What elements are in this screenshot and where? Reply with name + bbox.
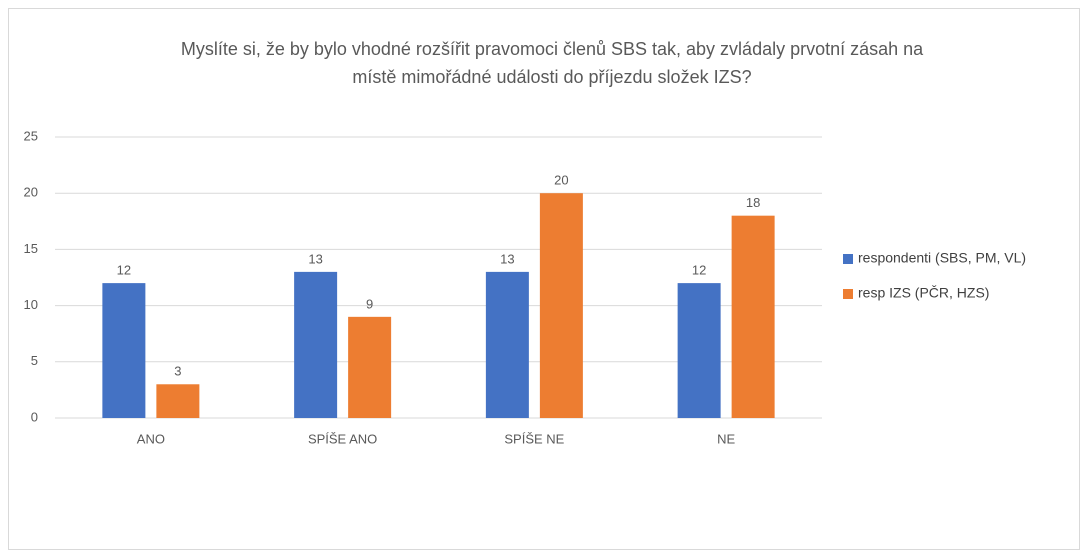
chart-title: Myslíte si, že by bylo vhodné rozšířit p… xyxy=(181,39,924,59)
legend-swatch xyxy=(843,254,853,264)
data-label: 9 xyxy=(366,296,373,311)
bar xyxy=(731,215,775,418)
data-label: 13 xyxy=(308,251,322,266)
chart-title: místě mimořádné události do příjezdu slo… xyxy=(352,67,751,87)
bar xyxy=(539,193,583,418)
x-tick-label: SPÍŠE NE xyxy=(504,431,564,446)
data-label: 18 xyxy=(746,195,760,210)
data-label: 20 xyxy=(554,173,568,188)
x-tick-label: NE xyxy=(717,431,735,446)
data-label: 12 xyxy=(692,263,706,278)
x-tick-label: ANO xyxy=(137,431,165,446)
y-tick-label: 20 xyxy=(24,185,38,200)
data-label: 3 xyxy=(174,364,181,379)
legend-label: resp IZS (PČR, HZS) xyxy=(858,285,989,301)
data-label: 12 xyxy=(117,263,131,278)
data-label: 13 xyxy=(500,251,514,266)
bar xyxy=(156,384,200,418)
legend-label: respondenti (SBS, PM, VL) xyxy=(858,250,1026,266)
y-tick-label: 25 xyxy=(24,128,38,143)
x-tick-label: SPÍŠE ANO xyxy=(308,431,377,446)
legend-swatch xyxy=(843,289,853,299)
bar xyxy=(485,271,529,418)
y-tick-label: 5 xyxy=(31,353,38,368)
y-tick-label: 0 xyxy=(31,409,38,424)
y-tick-label: 10 xyxy=(24,297,38,312)
bar xyxy=(294,271,338,418)
y-tick-label: 15 xyxy=(24,241,38,256)
bar xyxy=(677,283,721,418)
bar xyxy=(102,283,146,418)
bar xyxy=(348,316,392,418)
